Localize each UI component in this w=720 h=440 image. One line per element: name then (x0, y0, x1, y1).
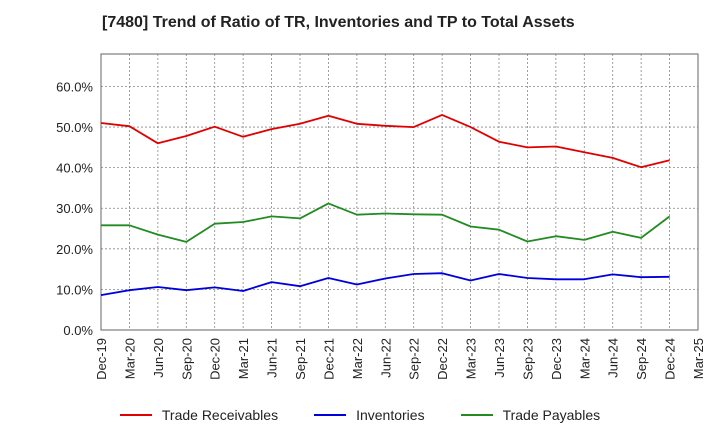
x-tick-label: Mar-25 (691, 338, 706, 379)
x-tick-label: Dec-21 (321, 338, 336, 380)
legend-swatch (460, 414, 493, 416)
x-tick-label: Sep-20 (179, 338, 194, 380)
series-line-trade-receivables (100, 114, 670, 169)
legend-label: Trade Payables (502, 407, 601, 423)
y-tick-label: 10.0% (56, 282, 93, 297)
series-lines (100, 114, 671, 296)
plot-area-border (100, 53, 699, 331)
y-tick-label: 30.0% (56, 201, 93, 216)
x-tick-label: Jun-24 (606, 338, 621, 378)
x-tick-label: Dec-23 (549, 338, 564, 380)
x-tick-label: Sep-21 (293, 338, 308, 380)
x-tick-label: Mar-24 (577, 338, 592, 379)
y-tick-label: 0.0% (63, 323, 93, 338)
x-tick-label: Mar-20 (122, 338, 137, 379)
legend-swatch (314, 414, 347, 416)
x-tick-label: Jun-21 (265, 338, 280, 378)
x-tick-label: Sep-22 (407, 338, 422, 380)
x-tick-label: Jun-22 (378, 338, 393, 378)
y-tick-label: 50.0% (56, 120, 93, 135)
legend-item: Trade Receivables (119, 407, 279, 423)
x-tick-label: Mar-23 (464, 338, 479, 379)
chart-title: [7480] Trend of Ratio of TR, Inventories… (102, 14, 575, 31)
x-tick-label: Jun-23 (492, 338, 507, 378)
series-line-trade-payables (101, 202, 671, 243)
series-line-inventories (100, 272, 670, 296)
x-tick-label: Jun-20 (151, 338, 166, 378)
x-tick-label: Mar-22 (350, 338, 365, 379)
x-tick-label: Sep-24 (634, 338, 649, 380)
x-tick-label: Dec-20 (208, 338, 223, 380)
y-tick-label: 60.0% (56, 79, 93, 94)
x-tick-label: Dec-19 (94, 338, 109, 380)
legend-swatch (119, 414, 152, 416)
legend: Trade Receivables Inventories Trade Payabl… (0, 404, 720, 426)
x-tick-label: Mar-21 (236, 338, 251, 379)
legend-label: Trade Receivables (161, 407, 279, 423)
legend-label: Inventories (356, 407, 425, 423)
legend-item: Trade Payables (460, 407, 601, 423)
x-tick-label: Sep-23 (520, 338, 535, 380)
y-axis-ticks: 0.0% 10.0% 20.0% 30.0% 40.0% 50.0% 60.0% (56, 79, 93, 338)
grid-lines (101, 54, 698, 330)
x-axis-ticks: Dec-19 Mar-20 Jun-20 Sep-20 Dec-20 Mar-21 Jun-… (94, 338, 706, 380)
y-tick-label: 40.0% (56, 161, 93, 176)
y-tick-label: 20.0% (56, 242, 93, 257)
x-tick-label: Dec-24 (663, 338, 678, 380)
x-tick-label: Dec-22 (435, 338, 450, 380)
legend-item: Inventories (314, 407, 425, 423)
